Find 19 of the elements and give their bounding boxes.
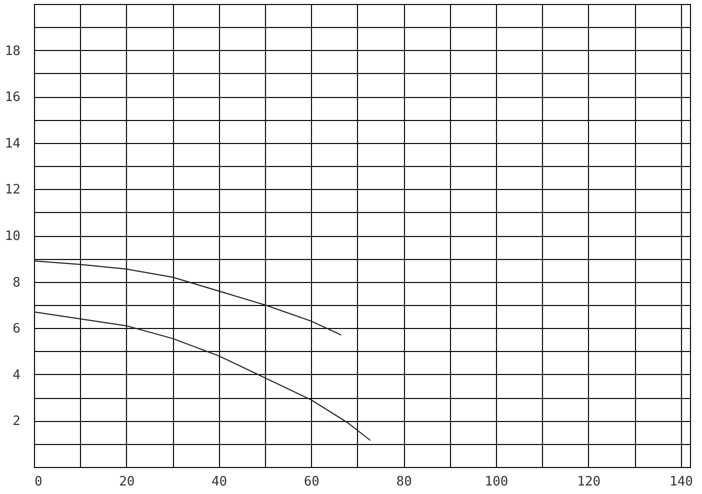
- y-tick-label: 18: [4, 44, 20, 59]
- x-tick-label: 40: [211, 474, 228, 490]
- y-tick-label: 2: [12, 414, 20, 430]
- x-tick-label: 140: [670, 474, 694, 490]
- x-tick-label: 0: [34, 474, 42, 490]
- line-series: [34, 311, 371, 441]
- y-tick-label: 12: [4, 182, 20, 198]
- x-tick-label: 100: [484, 474, 508, 490]
- x-tick-label: 120: [577, 474, 601, 490]
- x-tick-label: 20: [119, 474, 135, 490]
- x-tick-label: 80: [396, 474, 412, 490]
- y-tick-label: 4: [12, 368, 21, 383]
- y-tick-label: 6: [12, 322, 20, 337]
- y-tick-label: 8: [12, 275, 20, 290]
- line-series: [34, 260, 342, 336]
- y-tick-label: 10: [4, 229, 20, 244]
- x-tick-label: 60: [304, 474, 320, 490]
- y-tick-label: 16: [4, 90, 20, 106]
- y-tick-label: 14: [4, 136, 21, 152]
